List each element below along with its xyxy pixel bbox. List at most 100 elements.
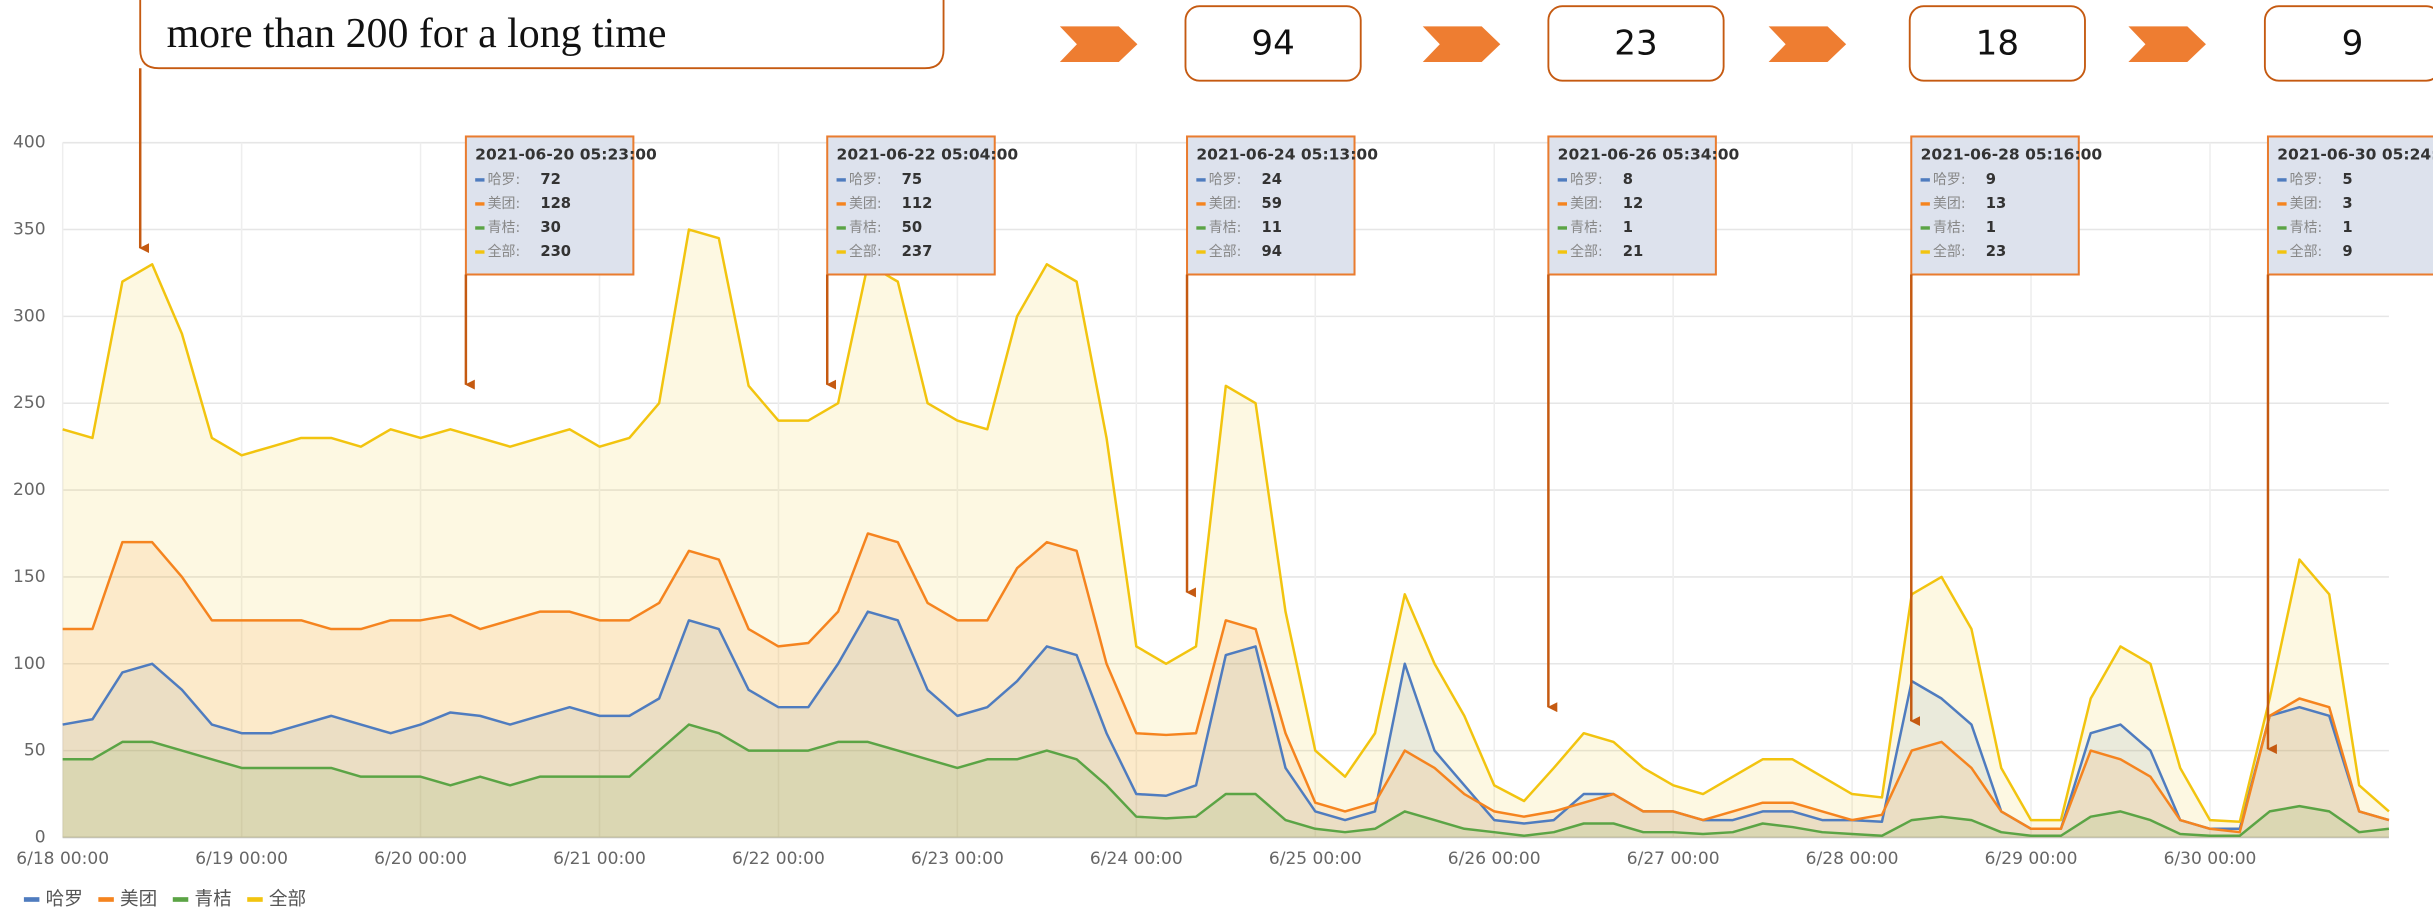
tooltip-date: 2021-06-22 05:04:00 [837,146,1019,164]
y-tick-label: 400 [13,133,46,153]
y-tick-label: 150 [13,567,46,587]
annotations: more than 200 for a long time 94 23 1 8 9 202… [138,0,2433,755]
step-box [2263,5,2433,82]
x-tick-label: 6/28 00:00 [1806,849,1899,869]
tooltip-value: 11 [1261,219,1281,236]
tooltip-value: 59 [1261,195,1281,212]
tooltip-date: 2021-06-26 05:34:00 [1558,146,1740,164]
tooltip-label: 全部: [1209,243,1242,260]
chevron [1768,26,1847,63]
tooltip-value: 112 [902,195,933,212]
tooltip-label: 哈罗: [488,172,521,188]
x-tick-label: 6/27 00:00 [1627,849,1720,869]
tooltip-value: 237 [902,243,933,260]
x-tick-label: 6/24 00:00 [1090,849,1183,869]
series-area [62,533,2389,838]
step-value: 9 [2342,23,2364,63]
x-tick-label: 6/19 00:00 [195,849,288,869]
tooltip-date: 2021-06-24 05:13:00 [1196,146,1378,164]
chevron [1059,26,1138,63]
tooltip-box [1186,135,1356,276]
tooltip-label: 青桔: [2290,220,2323,236]
x-tick-label: 6/20 00:00 [374,849,467,869]
tooltip-value: 72 [540,171,560,188]
tooltip-label: 青桔: [1570,220,1603,236]
series-line [62,532,2390,834]
tooltip-value: 1 [1986,219,1996,236]
tooltip-label: 哈罗: [2290,172,2323,188]
tooltip-box [1547,135,1717,276]
step-box [1547,5,1725,82]
y-tick-label: 0 [35,827,46,847]
legend-label: 青桔 [194,889,231,910]
tooltip-value: 13 [1986,195,2006,212]
tooltip-value: 30 [540,219,560,236]
tooltip-value: 24 [1261,171,1281,188]
tooltip-label: 哈罗: [849,172,882,188]
chevron [2128,26,2206,63]
x-tick-label: 6/30 00:00 [2164,849,2257,869]
tooltip-label: 青桔: [849,220,882,236]
y-tick-label: 50 [24,741,46,761]
y-tick-label: 100 [13,654,46,674]
series-area [62,611,2389,838]
tooltip-value: 9 [1986,171,1996,188]
tooltip-value: 3 [2342,195,2352,212]
tooltip-label: 全部: [849,243,882,260]
step-box [1908,5,2086,82]
tooltip-box [826,135,996,276]
x-tick-label: 6/21 00:00 [553,849,646,869]
tooltip-label: 哈罗: [1209,172,1242,188]
y-tick-label: 300 [13,306,46,326]
x-tick-label: 6/25 00:00 [1269,849,1362,869]
tooltip-date: 2021-06-28 05:16:00 [1921,146,2103,164]
tooltip-label: 全部: [1570,243,1603,260]
step-value: 94 [1251,23,1294,63]
x-tick-label: 6/26 00:00 [1448,849,1541,869]
y-tick-label: 200 [13,480,46,500]
tooltip-label: 美团: [1570,196,1603,212]
step-value: 23 [1614,23,1657,63]
tooltip-label: 美团: [849,196,882,212]
callout-text: more than 200 for a long time [167,11,667,57]
tooltip-value: 12 [1623,195,1643,212]
tooltip-date: 2021-06-20 05:23:00 [475,146,657,164]
tooltip-label: 青桔: [1933,220,1966,236]
x-tick-label: 6/29 00:00 [1985,849,2078,869]
tooltip-value: 230 [540,243,571,260]
tooltip-label: 全部: [488,243,521,260]
tooltip-value: 8 [1623,171,1633,188]
series-line [62,723,2390,837]
tooltip-value: 75 [902,171,922,188]
series-area [62,724,2389,838]
series-area [62,229,2389,838]
x-tick-label: 6/22 00:00 [732,849,825,869]
tooltip-value: 9 [2342,243,2352,260]
legend-label: 哈罗 [46,889,83,910]
tooltip-label: 青桔: [1209,220,1242,236]
tooltip-value: 128 [540,195,571,212]
series-line [62,228,2390,824]
x-tick-label: 6/23 00:00 [911,849,1004,869]
chevron [1422,26,1501,63]
tooltip-value: 1 [2342,219,2352,236]
step-box [1184,5,1362,82]
tooltip-box [464,135,635,276]
tooltip-value: 5 [2342,171,2352,188]
tooltip-value: 94 [1261,243,1281,260]
tooltip-value: 50 [902,219,922,236]
legend-label: 全部 [269,889,306,910]
tooltip-label: 全部: [2290,243,2323,260]
tooltip-label: 美团: [2290,196,2323,212]
x-tick-label: 6/18 00:00 [16,849,109,869]
callout-box [139,0,945,70]
y-tick-label: 250 [13,393,46,413]
plot-area [62,228,2390,838]
legend-label: 美团 [120,889,157,910]
tooltip-box [2266,135,2433,276]
tooltip-label: 哈罗: [1570,172,1603,188]
tooltip-label: 美团: [1209,196,1242,212]
tooltip-date: 2021-06-30 05:24:00 [2277,146,2433,164]
